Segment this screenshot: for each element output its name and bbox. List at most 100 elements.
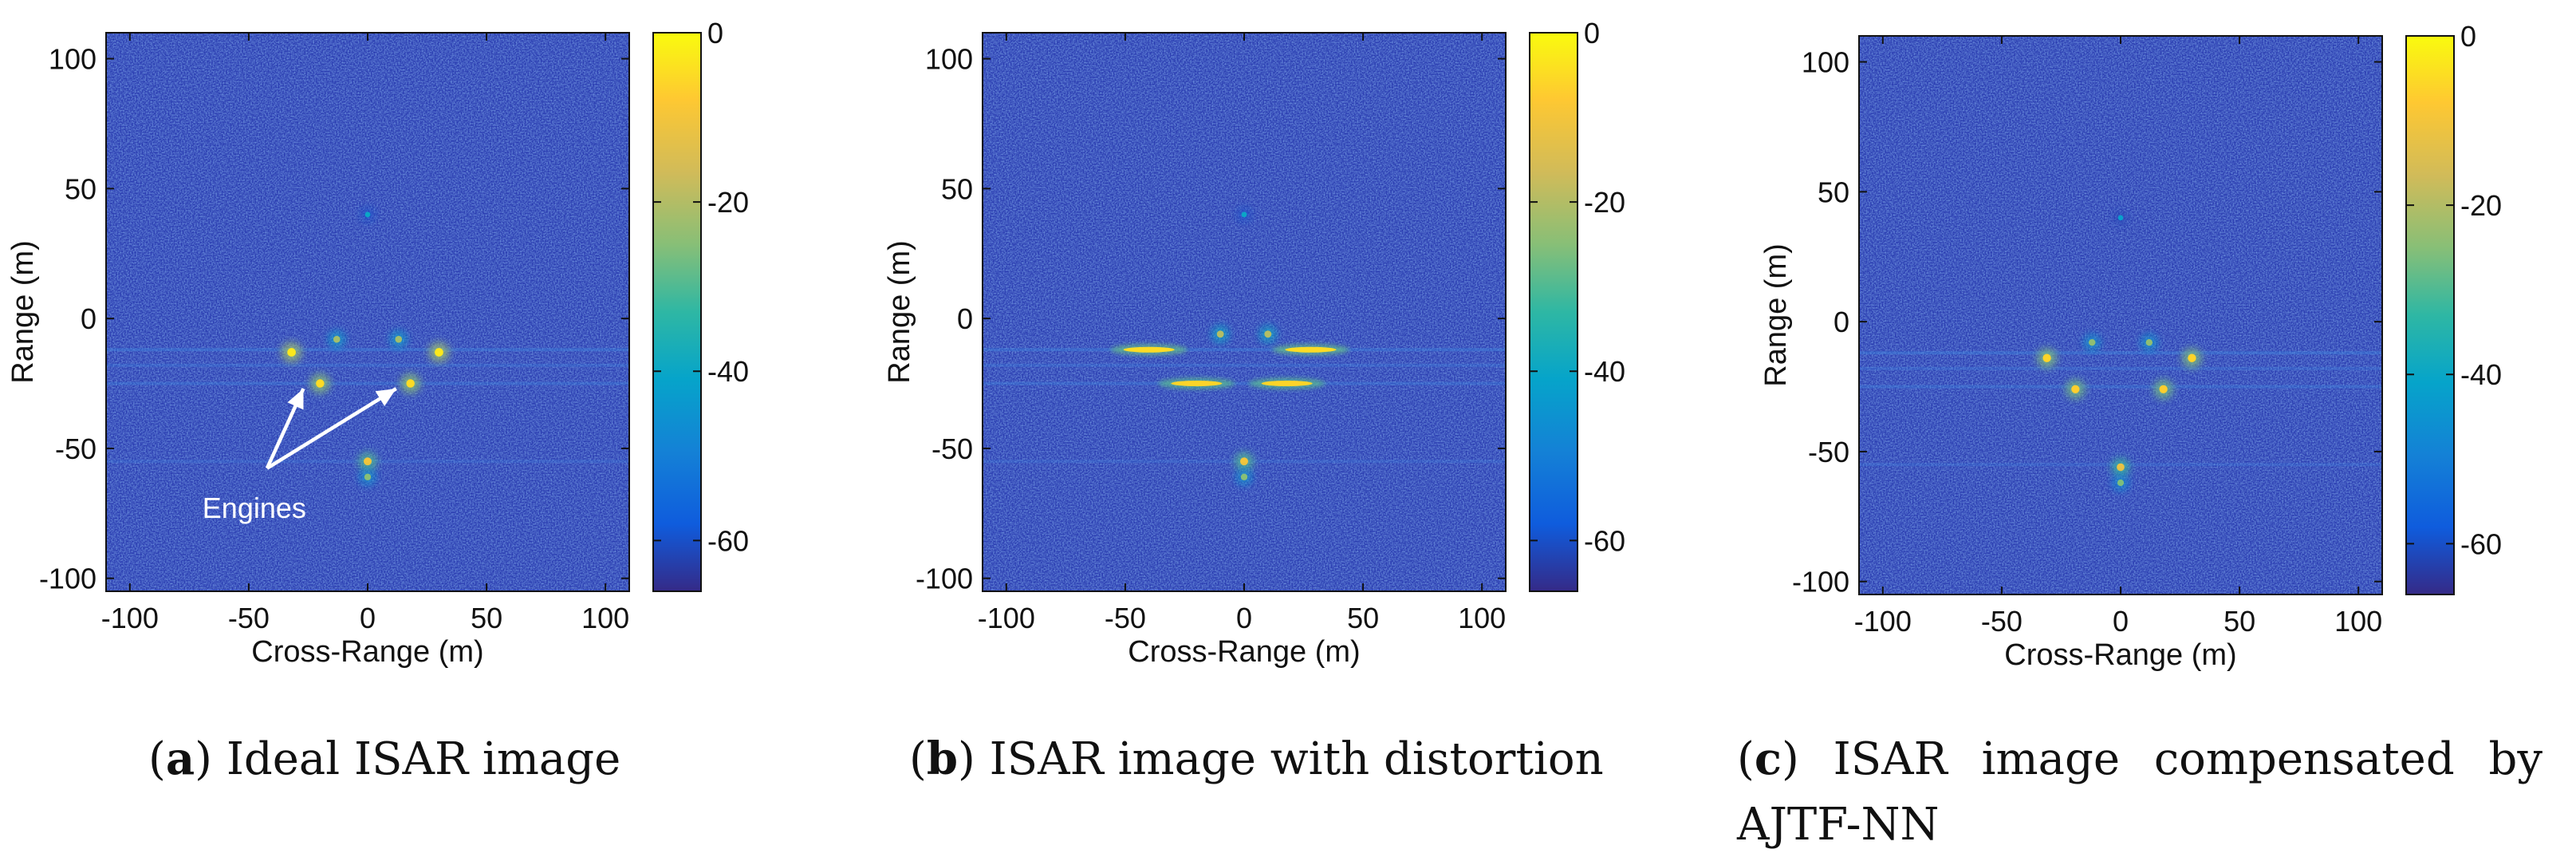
scatterer: [1216, 330, 1224, 338]
colorbar-tick-label: 0: [1584, 17, 1600, 49]
caption-b: (b) ISAR image with distortion: [909, 733, 1604, 785]
x-tick-label: 100: [1458, 602, 1506, 634]
x-tick-label: 0: [2113, 605, 2129, 638]
noise-speckle: [1859, 36, 2382, 594]
colorbar: [1529, 32, 1578, 592]
colorbar: [2405, 35, 2455, 595]
caption-c-label: c: [1754, 733, 1782, 785]
y-axis-label: Range (m): [1759, 243, 1793, 387]
scatterer: [1261, 381, 1313, 387]
x-tick-label: -100: [1854, 605, 1912, 638]
scatterer: [1123, 346, 1175, 353]
scatterers: [281, 208, 450, 485]
caption-a-text: Ideal ISAR image: [226, 733, 621, 785]
range-streak: [1859, 366, 2382, 370]
y-tick-label: 0: [957, 302, 973, 335]
scatterer: [364, 457, 372, 466]
range-streak: [1859, 385, 2382, 389]
y-tick-label: -100: [1792, 566, 1849, 598]
scatterer: [395, 335, 403, 343]
y-axis-label: Range (m): [6, 240, 40, 384]
y-tick-label: 50: [941, 172, 973, 205]
range-streak: [983, 363, 1506, 367]
x-tick-label: -50: [1105, 602, 1146, 634]
scatterers: [1110, 208, 1349, 485]
y-tick-label: -50: [55, 432, 97, 465]
caption-c-text: ISAR image compensated by AJTF-NN: [1737, 733, 2543, 851]
y-tick-label: -50: [1808, 436, 1849, 468]
x-axis-label: Cross-Range (m): [1128, 635, 1360, 669]
colorbar-tick-label: -60: [2460, 527, 2502, 560]
scatterer: [2159, 385, 2168, 393]
scatterer: [1264, 330, 1272, 338]
scatterer: [435, 348, 443, 357]
y-tick-label: 100: [49, 43, 97, 76]
noise-speckle: [983, 33, 1506, 591]
scatterer: [2188, 354, 2196, 362]
scatterer: [2088, 338, 2096, 346]
scatterer: [316, 379, 325, 388]
colorbar-tick-label: 0: [707, 17, 723, 49]
y-tick-label: 100: [925, 43, 973, 76]
scatterer: [406, 379, 415, 388]
annotation-arrowhead: [375, 389, 396, 407]
panel-c: -100 -50 0 50 100 100 50 0 -50 -100 Cross-Range (m…: [1759, 20, 2502, 672]
caption-a: (a) Ideal ISAR image: [148, 733, 621, 785]
y-axis-label: Range (m): [883, 240, 916, 384]
panel-b: -100 -50 0 50 100 100 50 0 -50 -100 Cross-Range (m…: [883, 17, 1625, 669]
colorbar-tick-label: 0: [2460, 20, 2476, 53]
scatterer: [2145, 338, 2153, 346]
y-tick-label: -100: [916, 563, 973, 595]
colorbar-tick-label: -40: [707, 355, 749, 388]
x-tick-label: 0: [1236, 602, 1252, 634]
x-tick-label: -50: [1981, 605, 2023, 638]
colorbar-tick-label: -20: [1584, 186, 1625, 219]
x-tick-label: 100: [2334, 605, 2382, 638]
scatterer: [1285, 346, 1337, 353]
x-tick-label: 0: [360, 602, 376, 634]
scatterer: [364, 211, 371, 218]
caption-a-label: a: [165, 733, 195, 785]
y-tick-label: 0: [1834, 306, 1849, 338]
caption-c: (c) ISAR image compensated by AJTF-NN: [1737, 733, 2543, 851]
x-tick-label: 50: [2223, 605, 2255, 638]
scatterer: [1171, 381, 1223, 387]
scatterer: [2117, 479, 2125, 487]
scatterer: [1240, 473, 1248, 480]
x-tick-label: -100: [101, 602, 159, 634]
scatterer: [1240, 457, 1248, 466]
annotation-arrow: [266, 387, 397, 470]
x-tick-label: -100: [978, 602, 1035, 634]
x-axis-label: Cross-Range (m): [2004, 638, 2236, 672]
range-streak: [106, 348, 629, 352]
scatterers: [2037, 211, 2202, 491]
scatterer: [2117, 463, 2125, 472]
scatterer: [333, 335, 341, 343]
colorbar-tick-label: -40: [1584, 355, 1625, 388]
y-tick-label: 100: [1802, 46, 1849, 79]
range-streak: [983, 348, 1506, 352]
engines-annotation: Engines: [203, 387, 397, 524]
colorbar-tick-label: -60: [707, 524, 749, 557]
scatterer: [287, 348, 296, 357]
colorbar-tick-label: -20: [707, 186, 749, 219]
x-tick-label: 100: [581, 602, 629, 634]
scatterer: [1241, 211, 1247, 218]
colorbar: [652, 32, 702, 592]
y-tick-label: -100: [39, 563, 97, 595]
y-tick-label: 50: [1818, 176, 1849, 208]
caption-b-text: ISAR image with distortion: [989, 733, 1604, 785]
x-axis-label: Cross-Range (m): [251, 635, 483, 669]
x-tick-label: 50: [1347, 602, 1379, 634]
range-streak: [106, 381, 629, 385]
scatterer: [364, 473, 372, 480]
range-streak: [983, 381, 1506, 385]
x-tick-label: 50: [471, 602, 502, 634]
y-tick-label: 50: [65, 172, 97, 205]
panel-a: -100 -50 0 50 100 100 50 0 -50 -100 Cross-Range (m…: [6, 17, 749, 669]
y-tick-label: -50: [932, 432, 973, 465]
scatterer: [2117, 215, 2124, 221]
colorbar-tick-label: -60: [1584, 524, 1625, 557]
caption-b-label: b: [926, 733, 959, 785]
